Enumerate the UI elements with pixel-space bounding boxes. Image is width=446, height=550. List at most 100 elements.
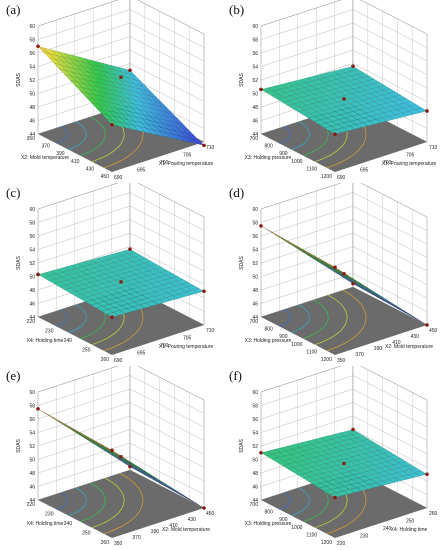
z-tick-label: 48 [252, 105, 258, 111]
gridline [352, 49, 428, 89]
z-tick-label: 46 [252, 301, 258, 307]
center-point [342, 461, 346, 466]
contour-line [68, 304, 87, 333]
z-tick-label: 60 [252, 207, 258, 213]
design-point [36, 44, 40, 49]
response-surface [37, 249, 205, 318]
gridline [37, 183, 119, 210]
z-tick-label: 56 [29, 51, 35, 57]
design-point [333, 495, 337, 500]
z-axis-label: SDAS [16, 439, 22, 453]
x-tick-label: 410 [392, 340, 401, 346]
x-tick-label: 700 [383, 160, 392, 166]
contour-floor [38, 470, 204, 538]
panel-label: (b) [229, 2, 244, 17]
z-tick-label: 58 [252, 220, 258, 226]
gridline [260, 273, 354, 304]
gridline [352, 259, 428, 299]
z-tick-label: 48 [29, 288, 35, 294]
contour-line [56, 492, 68, 510]
contour-floor [261, 470, 427, 538]
design-point [351, 281, 355, 286]
y-tick-label: 350 [27, 136, 36, 142]
z-tick-label: 60 [252, 390, 258, 396]
z-tick-label: 60 [29, 24, 35, 30]
z-tick-label: 58 [29, 403, 35, 409]
gridline [37, 388, 131, 420]
contour-floor [261, 287, 427, 355]
contour-line [279, 126, 291, 144]
gridline [352, 388, 428, 428]
design-point [128, 464, 132, 469]
y-tick-label: 1000 [291, 159, 302, 165]
z-tick-label: 60 [29, 390, 35, 396]
y-tick-label: 700 [250, 502, 259, 508]
gridline [37, 456, 131, 487]
gridline [260, 9, 354, 40]
z-tick-label: 52 [252, 261, 258, 267]
gridline [352, 63, 428, 102]
design-point [351, 64, 355, 68]
gridline [352, 375, 428, 414]
y-tick-label: 1100 [306, 349, 317, 355]
design-point [333, 265, 337, 270]
z-tick-label: 50 [252, 91, 258, 97]
surface-patch [260, 87, 274, 93]
gridline [352, 273, 428, 312]
z-tick-label: 44 [252, 132, 258, 138]
z-tick-label: 58 [29, 220, 35, 226]
design-point [110, 448, 114, 453]
design-point [202, 143, 206, 148]
panel-label: (d) [229, 185, 244, 200]
gridline [137, 183, 205, 218]
z-tick-label: 60 [252, 24, 258, 30]
gridline [260, 49, 354, 81]
z-tick-label: 52 [29, 261, 35, 267]
y-tick-label: 1200 [321, 540, 332, 546]
y-axis-label: X4: Holding time [27, 338, 64, 344]
x-tick-label: 690 [114, 175, 123, 181]
center-point [342, 272, 346, 276]
gridline [352, 219, 428, 258]
z-tick-label: 46 [29, 484, 35, 490]
z-tick-label: 60 [29, 207, 35, 213]
z-tick-label: 56 [252, 417, 258, 423]
y-tick-label: 900 [279, 334, 288, 340]
surface-patch [260, 225, 273, 234]
x-tick-label: 695 [137, 351, 146, 357]
gridline [137, 0, 205, 35]
z-axis-label: SDAS [16, 73, 22, 87]
response-surface [260, 429, 428, 498]
gridline [37, 402, 131, 433]
gridline [352, 232, 428, 272]
y-tick-label: 700 [250, 319, 259, 325]
contour-line [291, 304, 310, 333]
z-tick-label: 44 [29, 498, 35, 504]
contour-line [56, 126, 68, 144]
contour-line [56, 309, 68, 327]
gridline [260, 192, 354, 223]
z-tick-label: 44 [29, 132, 35, 138]
design-point [110, 122, 114, 127]
gridline [260, 415, 354, 447]
design-point [333, 132, 337, 136]
design-point [259, 87, 263, 92]
design-point [128, 247, 132, 251]
design-point [36, 272, 40, 277]
gridline [260, 0, 342, 27]
gridline [260, 366, 342, 393]
gridline [129, 232, 205, 272]
z-tick-label: 54 [29, 247, 35, 253]
y-tick-label: 1200 [321, 174, 332, 180]
z-tick-label: 58 [252, 403, 258, 409]
design-point [202, 289, 206, 294]
gridline [260, 205, 354, 237]
contour-line [80, 482, 106, 523]
gridline [260, 259, 354, 291]
contour-line [303, 299, 329, 340]
gridline [352, 22, 428, 62]
x-tick-label: 710 [206, 328, 215, 334]
y-tick-label: 800 [264, 510, 273, 516]
y-axis-label: X3: Holding pressure [245, 155, 292, 161]
